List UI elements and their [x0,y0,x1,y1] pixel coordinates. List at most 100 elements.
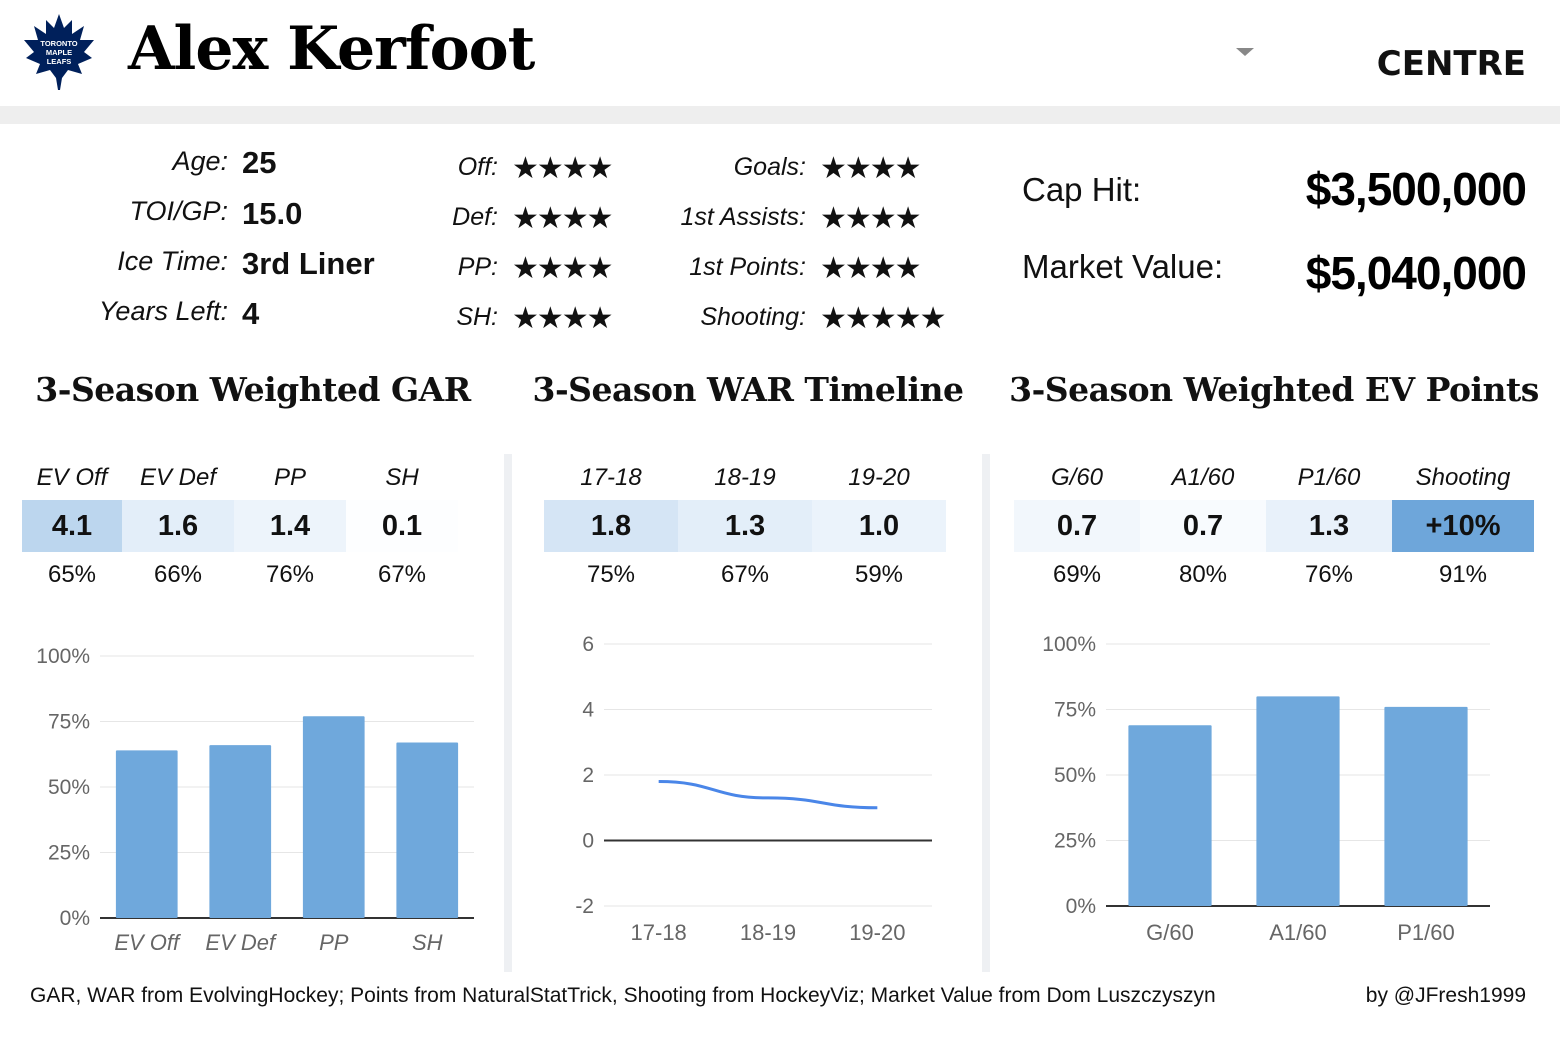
war-xtick-label: 17-18 [631,920,687,945]
war-timeline-chart: -2 0 2 4 6 17-18 18-19 19-20 [575,633,932,945]
war-ytick-label: 6 [582,633,594,656]
gar-header-ev-off: EV Off [36,464,108,491]
ev-header-a160: A1/60 [1171,464,1235,491]
rating-points-label: 1st Points: [689,253,806,281]
ev-header-p160: P1/60 [1297,464,1361,491]
ev-value-g60: 0.7 [1014,500,1140,552]
gar-xtick-label: PP [319,930,349,955]
rating-def-label: Def: [452,203,498,231]
ev-ytick-label: 0% [1066,895,1096,918]
toi-value: 15.0 [242,196,303,231]
gar-section-title: 3-Season Weighted GAR [35,370,471,409]
player-dropdown-icon[interactable] [1236,48,1254,56]
divider-left [504,454,512,972]
age-label: Age: [172,146,228,176]
war-ytick-label: 2 [582,764,594,787]
gar-xtick-label: EV Off [114,930,182,955]
ev-value-shooting: +10% [1392,500,1534,552]
player-position: CENTRE [1376,44,1526,84]
war-series-line [658,780,878,810]
war-value-1718: 1.8 [544,500,678,552]
ev-header-g60: G/60 [1050,464,1104,491]
gar-value-pp: 1.4 [234,500,346,552]
ev-pct-a160: 80% [1178,561,1228,588]
rating-def-stars: ★★★★ [512,202,614,235]
ev-ytick-label: 25% [1054,830,1096,853]
ice-time-label: Ice Time: [117,246,228,276]
ev-value-p160: 1.3 [1266,500,1392,552]
ev-header-shooting: Shooting [1415,464,1511,491]
rating-goals-stars: ★★★★ [820,152,922,185]
gar-pct-ev-def: 66% [153,561,203,588]
ev-xtick-label: P1/60 [1397,920,1455,945]
ev-value-a160: 0.7 [1140,500,1266,552]
gar-ytick-label: 25% [48,842,90,865]
ev-ytick-label: 75% [1054,699,1096,722]
gar-xtick-label: SH [412,930,443,955]
maple-leafs-logo: TORONTO MAPLE LEAFS [24,14,94,90]
rating-pp-label: PP: [457,253,498,281]
ev-pct-shooting: 91% [1438,561,1488,588]
rating-pp-stars: ★★★★ [512,252,614,285]
ev-pct-g60: 69% [1052,561,1102,588]
gar-header-ev-def: EV Def [139,464,217,491]
years-left-label: Years Left: [98,296,228,326]
ev-bar [1384,706,1468,906]
market-value-label: Market Value: [1022,248,1224,285]
ev-percentile-chart: 0% 25% 50% 75% 100% G/60 A1/60 P1/60 [1042,633,1490,945]
war-pct-1819: 67% [720,561,770,588]
rating-assists-label: 1st Assists: [680,203,807,231]
cap-hit-label: Cap Hit: [1022,171,1142,208]
rating-shooting-label: Shooting: [700,303,806,331]
ice-time-value: 3rd Liner [242,246,375,281]
gar-percentile-chart: 0% 25% 50% 75% 100% EV Off EV Def PP SH [36,645,474,955]
gar-value-sh: 0.1 [346,500,458,552]
gar-ytick-label: 75% [48,711,90,734]
gar-bar [209,745,272,918]
gar-ytick-label: 50% [48,776,90,799]
gar-bar [302,716,365,918]
war-xtick-label: 18-19 [740,920,796,945]
cap-hit-value: $3,500,000 [1305,163,1527,215]
market-value-value: $5,040,000 [1305,247,1527,299]
rating-sh-label: SH: [456,303,498,331]
war-value-1920: 1.0 [812,500,946,552]
player-name: Alex Kerfoot [128,14,535,84]
ev-section-title: 3-Season Weighted EV Points [1009,370,1539,409]
ev-xtick-label: G/60 [1146,920,1194,945]
gar-value-ev-def: 1.6 [122,500,234,552]
gar-xtick-label: EV Def [205,930,278,955]
war-header-1718: 17-18 [580,464,642,491]
war-section-title: 3-Season WAR Timeline [532,370,964,409]
gar-value-ev-off: 4.1 [22,500,122,552]
divider-right [982,454,990,972]
header: TORONTO MAPLE LEAFS Alex Kerfoot CENTRE [0,0,1560,106]
ev-bar [1256,696,1340,906]
header-divider [0,106,1560,124]
war-ytick-label: 0 [582,830,594,853]
rating-sh-stars: ★★★★ [512,302,614,335]
gar-pct-pp: 76% [265,561,315,588]
footer-credit: by @JFresh1999 [1365,984,1526,1007]
war-pct-1920: 59% [854,561,904,588]
ev-pct-p160: 76% [1304,561,1354,588]
logo-text-2: MAPLE [46,48,72,57]
age-value: 25 [242,145,277,180]
gar-header-pp: PP [273,464,306,491]
ev-xtick-label: A1/60 [1269,920,1327,945]
rating-off-stars: ★★★★ [512,152,614,185]
logo-text-1: TORONTO [40,39,77,48]
years-left-value: 4 [242,296,260,331]
rating-goals-label: Goals: [733,153,806,181]
gar-pct-sh: 67% [377,561,427,588]
war-value-1819: 1.3 [678,500,812,552]
ev-ytick-label: 50% [1054,764,1096,787]
war-xtick-label: 19-20 [849,920,905,945]
war-header-1920: 19-20 [848,464,910,491]
toi-label: TOI/GP: [129,196,228,226]
war-pct-1718: 75% [586,561,636,588]
rating-off-label: Off: [457,153,498,181]
gar-pct-ev-off: 65% [47,561,97,588]
gar-header-sh: SH [385,464,419,491]
gar-ytick-label: 100% [36,645,90,668]
